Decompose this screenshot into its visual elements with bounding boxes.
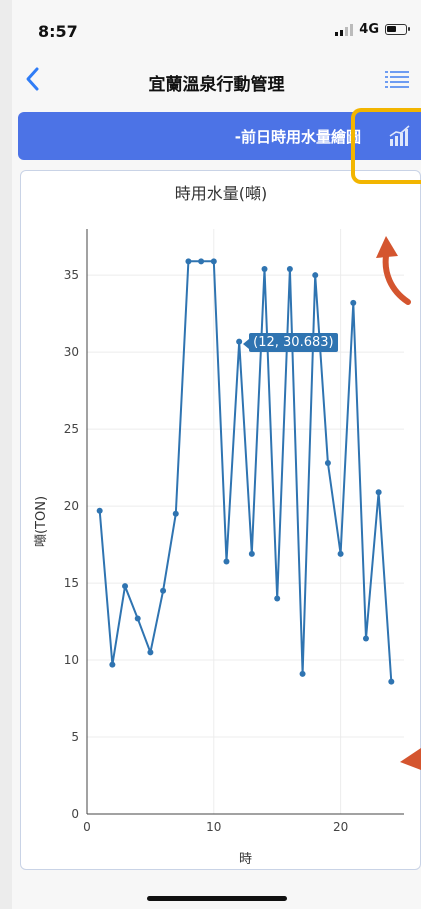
y-tick-label: 30 bbox=[64, 345, 79, 359]
y-tick-label: 15 bbox=[64, 576, 79, 590]
x-tick-label: 20 bbox=[333, 820, 348, 834]
highlight-box bbox=[351, 108, 421, 184]
data-point bbox=[223, 558, 230, 565]
data-point bbox=[198, 258, 205, 265]
x-tick-label: 10 bbox=[206, 820, 221, 834]
banner-title: -前日時用水量繪圖 bbox=[234, 128, 361, 146]
data-tooltip: (12, 30.683) bbox=[243, 332, 338, 352]
data-point bbox=[248, 550, 255, 557]
data-point bbox=[210, 258, 217, 265]
data-point bbox=[147, 649, 154, 656]
y-tick-label: 10 bbox=[64, 653, 79, 667]
series-line bbox=[98, 260, 393, 682]
data-point bbox=[312, 272, 319, 279]
bar-chart-icon bbox=[389, 125, 410, 146]
battery-icon bbox=[385, 24, 410, 35]
status-bar: 8:57 4G bbox=[12, 0, 421, 56]
chart-toggle-button[interactable] bbox=[387, 124, 413, 148]
data-point bbox=[299, 670, 306, 677]
list-icon bbox=[385, 71, 409, 88]
back-button[interactable] bbox=[22, 64, 48, 94]
navigation-bar: 宜蘭溫泉行動管理 bbox=[12, 56, 421, 104]
y-axis-label: 噸(TON) bbox=[34, 496, 49, 547]
water-usage-chart: 0 5 10 15 20 25 30 35 0 10 20 時用水量(噸) 時 噸(TON) bbox=[34, 184, 404, 867]
menu-button[interactable] bbox=[385, 70, 409, 90]
chevron-left-icon bbox=[26, 67, 39, 91]
data-point bbox=[350, 299, 357, 306]
y-tick-label: 0 bbox=[71, 807, 79, 821]
x-tick-label: 0 bbox=[83, 820, 91, 834]
data-point bbox=[122, 583, 129, 590]
annotation-arrow-down bbox=[400, 748, 421, 770]
home-indicator[interactable] bbox=[147, 896, 287, 901]
data-point bbox=[375, 489, 382, 496]
y-tick-label: 20 bbox=[64, 499, 79, 513]
page-title: 宜蘭溫泉行動管理 bbox=[148, 75, 285, 95]
y-tick-label: 25 bbox=[64, 422, 79, 436]
data-point bbox=[172, 510, 179, 517]
data-point bbox=[160, 587, 167, 594]
y-tick-label: 5 bbox=[71, 730, 79, 744]
status-indicators: 4G bbox=[335, 22, 410, 37]
annotation-arrow-up bbox=[376, 236, 411, 305]
x-axis-label: 時 bbox=[239, 852, 252, 867]
data-point bbox=[109, 661, 116, 668]
data-point bbox=[185, 258, 192, 265]
data-point bbox=[388, 678, 395, 685]
y-tick-label: 35 bbox=[64, 268, 79, 282]
data-point bbox=[286, 266, 293, 273]
data-point bbox=[324, 460, 331, 466]
data-point bbox=[236, 338, 243, 345]
chart-card: 0 5 10 15 20 25 30 35 0 10 20 時用水量(噸) 時 噸(TON) (12, 3… bbox=[20, 170, 421, 870]
data-point bbox=[134, 615, 141, 622]
chart-title: 時用水量(噸) bbox=[175, 184, 268, 203]
phone-screen: 8:57 4G 宜蘭溫泉行動管理 -前日時用水量繪圖 bbox=[12, 0, 421, 909]
data-point bbox=[274, 595, 281, 602]
data-point bbox=[261, 266, 268, 273]
data-point bbox=[362, 635, 369, 642]
data-point bbox=[337, 550, 344, 557]
signal-icon bbox=[335, 23, 354, 36]
status-time: 8:57 bbox=[38, 22, 78, 41]
data-point bbox=[96, 507, 103, 514]
network-type: 4G bbox=[359, 22, 379, 37]
